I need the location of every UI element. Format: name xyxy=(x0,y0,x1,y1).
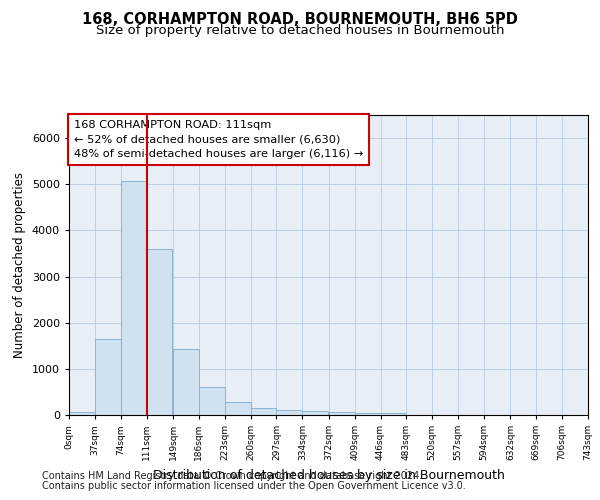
Bar xyxy=(146,249,172,415)
Bar xyxy=(199,387,225,415)
Text: 168 CORHAMPTON ROAD: 111sqm
← 52% of detached houses are smaller (6,630)
48% of : 168 CORHAMPTON ROAD: 111sqm ← 52% of det… xyxy=(74,120,364,159)
Bar xyxy=(69,412,95,415)
Text: Contains HM Land Registry data © Crown copyright and database right 2024.: Contains HM Land Registry data © Crown c… xyxy=(42,471,422,481)
Text: Contains public sector information licensed under the Open Government Licence v3: Contains public sector information licen… xyxy=(42,481,466,491)
Bar xyxy=(355,413,380,415)
Y-axis label: Number of detached properties: Number of detached properties xyxy=(13,172,26,358)
Bar xyxy=(251,408,277,415)
Bar xyxy=(380,412,406,415)
Bar xyxy=(329,412,355,415)
Bar xyxy=(95,339,121,415)
X-axis label: Distribution of detached houses by size in Bournemouth: Distribution of detached houses by size … xyxy=(152,468,505,481)
Bar xyxy=(225,402,251,415)
Bar xyxy=(173,350,199,415)
Bar xyxy=(302,411,328,415)
Text: Size of property relative to detached houses in Bournemouth: Size of property relative to detached ho… xyxy=(96,24,504,37)
Text: 168, CORHAMPTON ROAD, BOURNEMOUTH, BH6 5PD: 168, CORHAMPTON ROAD, BOURNEMOUTH, BH6 5… xyxy=(82,12,518,28)
Bar xyxy=(121,181,146,415)
Bar xyxy=(277,410,302,415)
